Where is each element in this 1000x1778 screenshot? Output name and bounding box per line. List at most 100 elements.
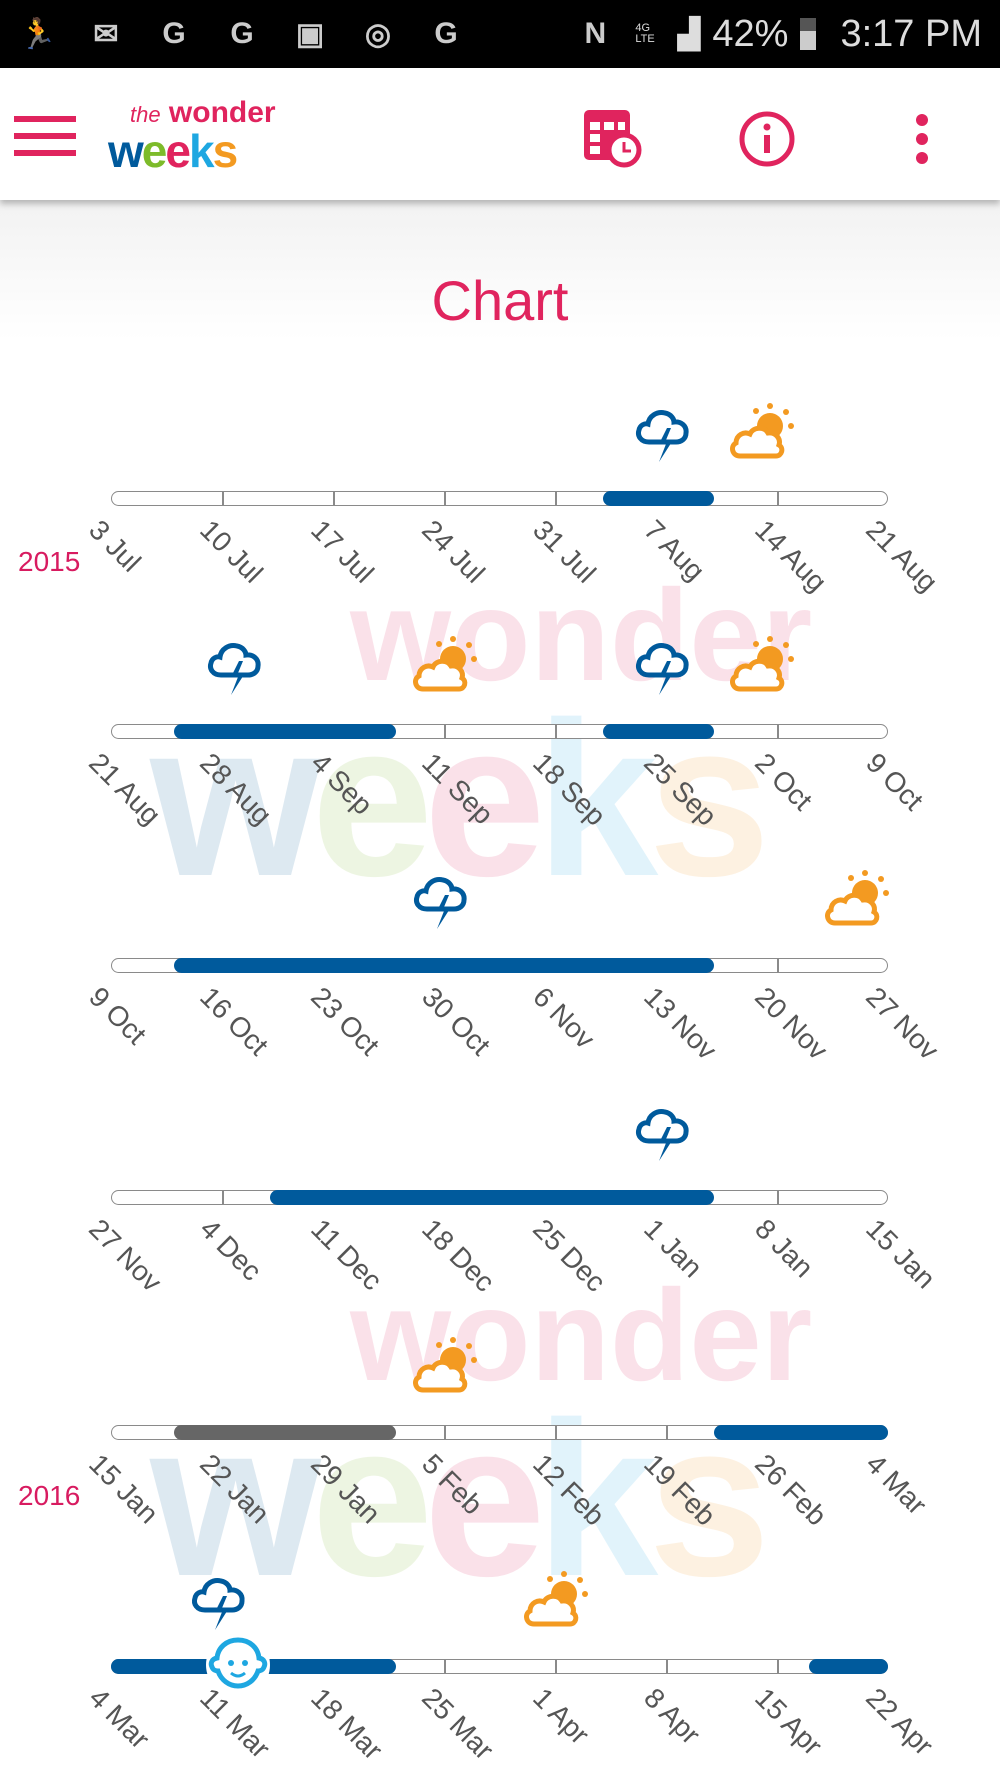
nfc-icon: N — [584, 17, 607, 50]
info-icon[interactable] — [738, 110, 796, 168]
stormy-cloud-icon[interactable] — [631, 631, 701, 701]
stormy-cloud-icon[interactable] — [187, 1566, 257, 1636]
tick-label: 12 Feb — [527, 1448, 611, 1532]
battery-icon — [800, 18, 817, 50]
tick-label: 15 Jan — [860, 1213, 942, 1295]
leap-period[interactable] — [808, 1659, 888, 1674]
tick-label: 17 Jul — [305, 514, 380, 589]
leap-period[interactable] — [602, 491, 714, 506]
tick-label: 21 Aug — [860, 514, 944, 598]
leap-period[interactable] — [602, 724, 714, 739]
tick-label: 4 Mar — [83, 1682, 156, 1755]
leap-period[interactable] — [174, 958, 714, 973]
tick-label: 20 Nov — [749, 981, 834, 1066]
week-tick — [555, 1659, 557, 1674]
tick-label: 4 Mar — [860, 1448, 933, 1521]
tick-label: 27 Nov — [860, 981, 945, 1066]
stormy-cloud-icon[interactable] — [203, 631, 273, 701]
stormy-cloud-icon[interactable] — [409, 865, 479, 935]
tick-label: 28 Aug — [194, 747, 278, 831]
week-tick — [222, 491, 224, 506]
stormy-cloud-icon[interactable] — [631, 398, 701, 468]
tick-label: 8 Jan — [749, 1213, 820, 1284]
tick-label: 21 Aug — [83, 747, 167, 831]
tick-label: 29 Jan — [305, 1448, 387, 1530]
tick-label: 11 Dec — [305, 1213, 389, 1297]
tick-label: 6 Nov — [527, 981, 601, 1055]
week-tick — [666, 1425, 668, 1440]
tick-label: 30 Oct — [416, 981, 497, 1062]
tick-label: 25 Dec — [527, 1213, 612, 1298]
sunny-cloud-icon[interactable] — [409, 1332, 479, 1402]
google-icon: G — [230, 17, 254, 50]
year-label: 2015 — [18, 546, 81, 577]
week-tick — [777, 958, 779, 973]
tick-label: 4 Sep — [305, 747, 379, 821]
week-tick — [444, 1659, 446, 1674]
tick-label: 15 Apr — [749, 1682, 829, 1762]
tick-label: 7 Aug — [638, 514, 711, 587]
tick-label: 1 Jan — [638, 1213, 709, 1284]
header-gradient — [0, 200, 1000, 340]
tick-label: 16 Oct — [194, 981, 275, 1062]
sunny-cloud-icon[interactable] — [726, 631, 796, 701]
tick-label: 22 Jan — [194, 1448, 276, 1530]
week-tick — [777, 1190, 779, 1205]
tick-label: 11 Sep — [416, 747, 500, 831]
sunny-cloud-icon[interactable] — [821, 865, 891, 935]
clock: 3:17 PM — [840, 12, 982, 55]
tick-label: 25 Mar — [416, 1682, 500, 1766]
more-vert-icon[interactable] — [912, 112, 932, 166]
signal-icon: ▟ — [677, 17, 701, 51]
tick-label: 22 Apr — [860, 1682, 940, 1762]
tick-label: 10 Jul — [194, 514, 269, 589]
sync-icon: ◎ — [364, 17, 392, 51]
week-tick — [222, 1190, 224, 1205]
leap-period[interactable] — [174, 724, 397, 739]
tick-label: 18 Mar — [305, 1682, 389, 1766]
tick-label: 31 Jul — [527, 514, 602, 589]
tick-label: 1 Apr — [527, 1682, 596, 1751]
sunny-cloud-icon[interactable] — [520, 1566, 590, 1636]
app-bar: the wonder weeks — [0, 68, 1000, 200]
tick-label: 14 Aug — [749, 514, 833, 598]
week-tick — [444, 1425, 446, 1440]
past-leap-period[interactable] — [174, 1425, 397, 1440]
sunny-cloud-icon[interactable] — [409, 631, 479, 701]
leap-period[interactable] — [269, 1190, 714, 1205]
leap-period[interactable] — [713, 1425, 888, 1440]
tick-label: 4 Dec — [194, 1213, 268, 1287]
stormy-cloud-icon[interactable] — [631, 1097, 701, 1167]
tick-label: 13 Nov — [638, 981, 723, 1066]
week-tick — [666, 1659, 668, 1674]
tick-label: 2 Oct — [749, 747, 819, 817]
tick-label: 5 Feb — [416, 1448, 489, 1521]
timeline-track — [111, 491, 888, 506]
tick-label: 23 Oct — [305, 981, 386, 1062]
battery-percent: 42% — [712, 12, 789, 55]
tick-label: 3 Jul — [83, 514, 147, 578]
app-logo: the wonder weeks — [108, 96, 276, 177]
week-tick — [333, 491, 335, 506]
google-icon: G — [162, 17, 186, 50]
baby-face-icon[interactable] — [203, 1630, 273, 1700]
gallery-icon: ▣ — [295, 17, 325, 51]
menu-icon[interactable] — [14, 116, 76, 156]
week-tick — [777, 491, 779, 506]
page-title: Chart — [431, 269, 569, 332]
status-bar: 🏃 ✉ G G ▣ ◎ G N 4G LTE ▟ 42% 3:17 PM — [0, 0, 1000, 68]
tick-label: 24 Jul — [416, 514, 491, 589]
tick-label: 18 Dec — [416, 1213, 501, 1298]
week-tick — [555, 1425, 557, 1440]
tick-label: 26 Feb — [749, 1448, 833, 1532]
week-tick — [555, 491, 557, 506]
tick-label: 27 Nov — [83, 1213, 168, 1298]
tick-label: 9 Oct — [83, 981, 153, 1051]
week-tick — [777, 724, 779, 739]
week-tick — [555, 724, 557, 739]
sunny-cloud-icon[interactable] — [726, 398, 796, 468]
tick-label: 18 Sep — [527, 747, 612, 832]
calendar-clock-icon[interactable] — [582, 108, 642, 168]
google-icon: G — [434, 17, 458, 50]
week-tick — [777, 1659, 779, 1674]
